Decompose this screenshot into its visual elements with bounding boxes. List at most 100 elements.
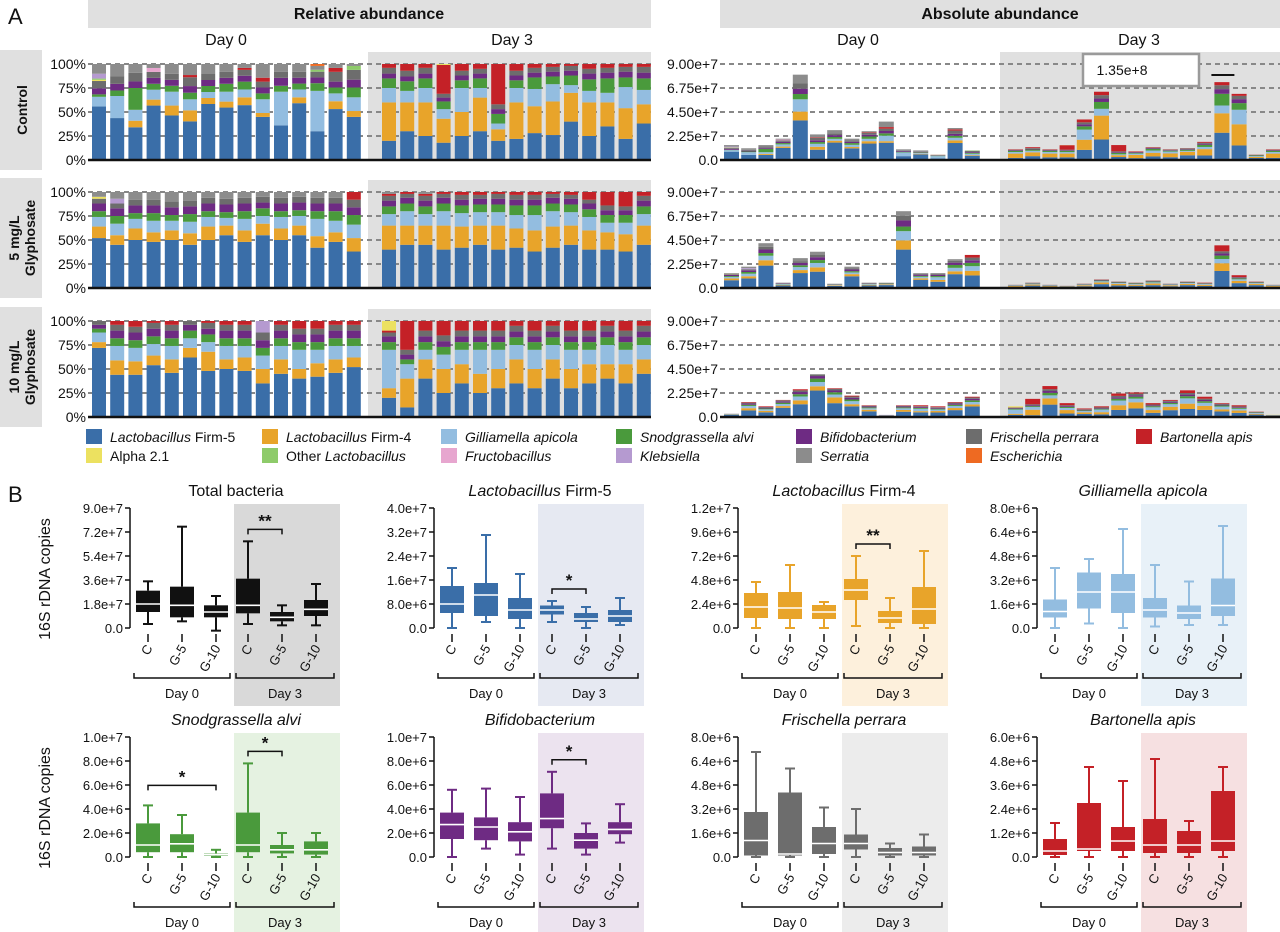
- boxplot-3: Gilliamella apicola 8.0e+6 6.4e+6 4.8e+6 3.2…: [990, 483, 1247, 706]
- rel-bar-segment: [382, 349, 396, 389]
- abs-bar-segment: [1076, 139, 1092, 150]
- abs-bar-segment: [947, 410, 963, 417]
- legend-swatch: [86, 429, 102, 444]
- rel-bar-segment: [164, 240, 179, 288]
- rel-bar-segment: [128, 88, 143, 110]
- abs-bar-segment: [1248, 283, 1264, 284]
- abs-bar-segment: [947, 267, 963, 272]
- rel-bar-segment: [128, 340, 143, 348]
- rel-bar-segment: [473, 131, 487, 160]
- y-tick-label: 0.0: [713, 621, 731, 636]
- row-label-g5: Glyphosate: [22, 200, 38, 276]
- rel-bar-segment: [545, 66, 560, 72]
- abs-bar-segment: [775, 401, 791, 403]
- abs-bar-segment: [896, 220, 911, 227]
- rel-bar-segment: [636, 200, 651, 207]
- rel-bar-segment: [328, 211, 343, 221]
- rel-bar-segment: [509, 321, 524, 326]
- rel-bar-segment: [545, 64, 560, 67]
- rel-bar-segment: [310, 334, 325, 343]
- legend-swatch: [966, 448, 982, 463]
- rel-bar-segment: [454, 321, 469, 331]
- abs-bar-segment: [1059, 406, 1075, 407]
- relative-header: Relative abundance: [294, 6, 444, 23]
- abs-bar-segment: [1025, 409, 1041, 416]
- abs-ytick-label: 4.50e+7: [667, 361, 718, 377]
- abs-bar-segment: [947, 137, 963, 141]
- rel-bar-segment: [219, 324, 234, 331]
- rel-bar-segment: [454, 364, 469, 384]
- rel-bar-segment: [146, 192, 161, 200]
- rel-bar-segment: [146, 365, 161, 417]
- abs-bar-segment: [947, 402, 963, 403]
- row-label-g10: 10 mg/L: [6, 340, 22, 393]
- outlier-box: [1081, 52, 1201, 88]
- abs-bar-segment: [1128, 398, 1144, 403]
- rel-bar-segment: [636, 214, 651, 226]
- rel-bar-segment: [600, 192, 615, 206]
- abs-bar-segment: [1145, 150, 1161, 153]
- rel-bar-segment: [201, 322, 216, 329]
- abs-day3-label: Day 3: [1118, 32, 1160, 49]
- rel-bar-segment: [545, 211, 560, 227]
- rel-bar-segment: [110, 203, 125, 209]
- rel-bar-segment: [509, 75, 524, 81]
- rel-bar-segment: [509, 205, 524, 216]
- rel-bar-segment: [164, 338, 179, 346]
- rel-bar-segment: [636, 123, 651, 160]
- abs-bar-segment: [861, 136, 877, 139]
- rel-bar-segment: [527, 230, 542, 252]
- significance-bracket: [551, 588, 587, 594]
- abs-bar-segment: [844, 140, 860, 142]
- abs-bar-segment: [1197, 398, 1213, 400]
- day3-shade: [842, 733, 948, 932]
- box-body: [540, 793, 564, 829]
- abs-bar-segment: [947, 271, 963, 275]
- abs-bar-segment: [930, 274, 946, 277]
- legend-label: Bartonella apis: [1160, 429, 1253, 445]
- abs-bar-segment: [1145, 156, 1161, 160]
- abs-bar-segment: [758, 406, 774, 408]
- rel-bar-segment: [436, 101, 451, 110]
- x-tick-label: G-5: [166, 642, 190, 668]
- boxplot-1: Lactobacillus Firm-5 4.0e+7 3.2e+7 2.4e+7 1.…: [387, 483, 644, 706]
- rel-bar-segment: [582, 383, 597, 417]
- rel-bar-segment: [255, 208, 270, 216]
- rel-bar-segment: [582, 230, 597, 250]
- abs-bar-segment: [1231, 283, 1247, 288]
- rel-bar-segment: [636, 66, 651, 73]
- legend-swatch: [441, 448, 457, 463]
- abs-bar-segment: [878, 142, 894, 160]
- abs-bar-segment: [1231, 280, 1247, 284]
- abs-bar-segment: [827, 394, 843, 398]
- abs-bar-segment: [1197, 409, 1213, 417]
- abs-bar-segment: [861, 411, 877, 417]
- day-bracket-label: Day 3: [1175, 686, 1209, 701]
- abs-bar-segment: [896, 226, 911, 232]
- abs-bar-segment: [844, 274, 860, 277]
- significance-bracket: [551, 759, 587, 765]
- row-label-g5: 5 mg/L: [6, 215, 22, 261]
- abs-bar-segment: [792, 404, 808, 417]
- rel-ytick-label: 25%: [58, 385, 86, 401]
- box-body: [608, 822, 632, 835]
- abs-bar-segment: [724, 151, 739, 160]
- x-tick-label: G-5: [774, 871, 798, 897]
- rel-bar-segment: [527, 133, 542, 160]
- abs-bar-segment: [1145, 282, 1161, 284]
- rel-bar-segment: [473, 342, 487, 350]
- abs-bar-segment: [913, 154, 929, 160]
- rel-bar-segment: [618, 364, 633, 384]
- rel-bar-segment: [618, 108, 633, 139]
- rel-bar-segment: [183, 338, 197, 348]
- abs-bar-segment: [1231, 124, 1247, 146]
- rel-bar-segment: [564, 75, 578, 86]
- abs-bar-segment: [844, 144, 860, 148]
- rel-bar-segment: [600, 345, 615, 365]
- rel-ytick-label: 100%: [50, 56, 86, 72]
- rel-bar-segment: [328, 101, 343, 110]
- rel-bar-segment: [582, 102, 597, 136]
- rel-bar-segment: [146, 89, 161, 100]
- rel-bar-segment: [255, 355, 270, 369]
- rel-bar-segment: [545, 135, 560, 160]
